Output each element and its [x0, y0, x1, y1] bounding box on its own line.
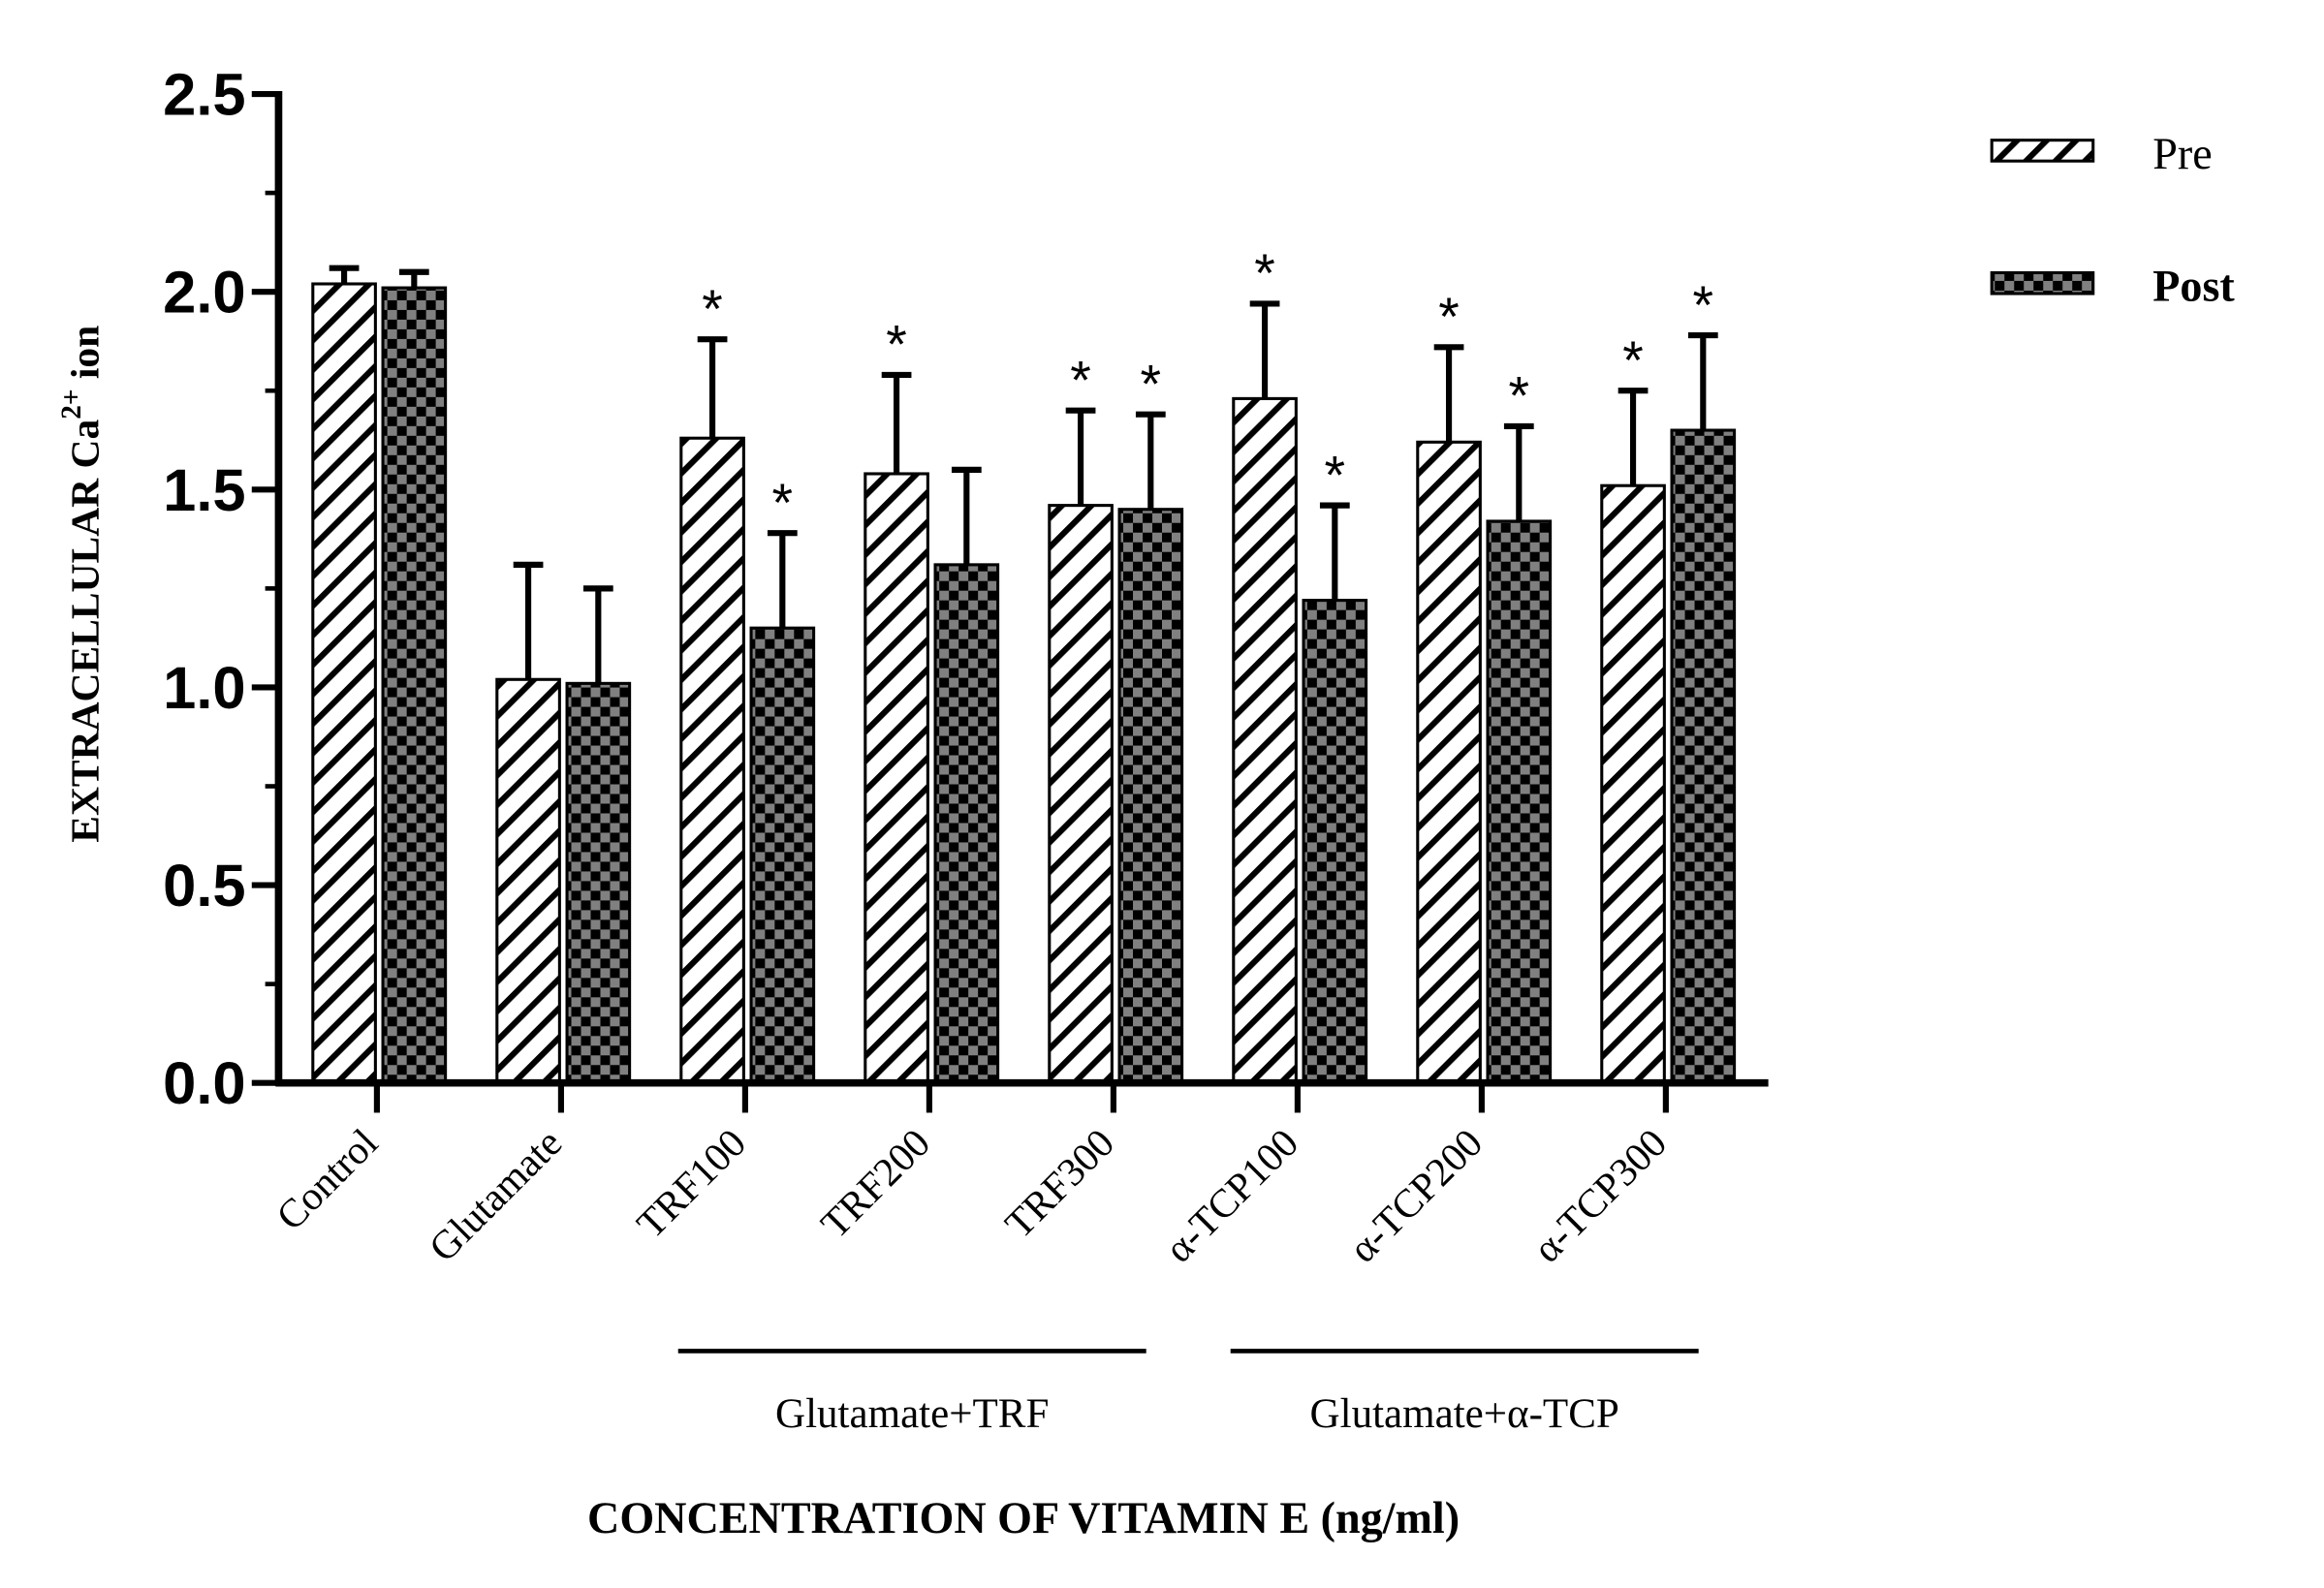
significance-star: *: [886, 315, 907, 375]
x-axis-label: CONCENTRATION OF VITAMIN E (ng/ml): [587, 1493, 1460, 1542]
x-tick-label: Glutamate: [421, 1120, 571, 1270]
y-tick-label: 2.5: [163, 62, 245, 129]
bar-post: [381, 286, 448, 1085]
y-axis-label: EXTRACELLULAR Ca2+ ion: [56, 326, 107, 843]
group-label: Glutamate+α-TCP: [1310, 1391, 1619, 1437]
bar-pre: [1600, 483, 1666, 1085]
bar-pre: [495, 677, 561, 1085]
bar-pre: [311, 282, 377, 1085]
y-tick-label: 0.0: [163, 1050, 245, 1117]
bar-pre: [679, 436, 745, 1085]
y-tick-label: 0.5: [163, 853, 245, 919]
bar-pre: [1416, 440, 1482, 1085]
legend-swatch-pre: [1990, 139, 2095, 163]
significance-star: *: [1693, 275, 1714, 335]
y-tick-label: 1.0: [163, 655, 245, 722]
bar-pre: [1232, 396, 1298, 1085]
significance-star: *: [1325, 445, 1346, 505]
bar-post: [749, 626, 816, 1085]
bar-post: [933, 563, 1000, 1085]
significance-star: *: [1070, 350, 1091, 410]
y-tick-label: 1.5: [163, 457, 245, 524]
bar-pre: [1048, 504, 1114, 1085]
bar-post: [1486, 519, 1553, 1085]
group-label: Glutamate+TRF: [775, 1391, 1049, 1437]
significance-star: *: [1141, 354, 1162, 414]
x-tick-label: TRF200: [812, 1120, 938, 1246]
x-tick-label: α-TCP200: [1340, 1120, 1492, 1271]
legend-label-post: Post: [2152, 262, 2235, 311]
significance-star: *: [1509, 366, 1530, 426]
bar-post: [1302, 599, 1368, 1085]
bar-post: [1670, 428, 1737, 1085]
x-tick-label: TRF300: [996, 1120, 1122, 1246]
legend-swatch-post: [1990, 270, 2095, 296]
significance-star: *: [772, 473, 794, 533]
x-tick-label: α-TCP100: [1156, 1120, 1307, 1271]
x-tick-label: TRF100: [628, 1120, 754, 1246]
significance-star: *: [702, 279, 723, 339]
legend-label-pre: Pre: [2152, 129, 2212, 178]
significance-star: *: [1438, 287, 1460, 347]
x-tick-label: Control: [267, 1120, 386, 1238]
bar-post: [565, 681, 632, 1085]
significance-star: *: [1254, 243, 1275, 303]
bar-pre: [864, 472, 929, 1085]
x-tick-label: α-TCP300: [1524, 1120, 1676, 1271]
legend: Pre Post: [1990, 129, 2235, 311]
significance-star: *: [1622, 330, 1644, 390]
bar-post: [1117, 508, 1184, 1085]
y-tick-label: 2.0: [163, 260, 245, 327]
